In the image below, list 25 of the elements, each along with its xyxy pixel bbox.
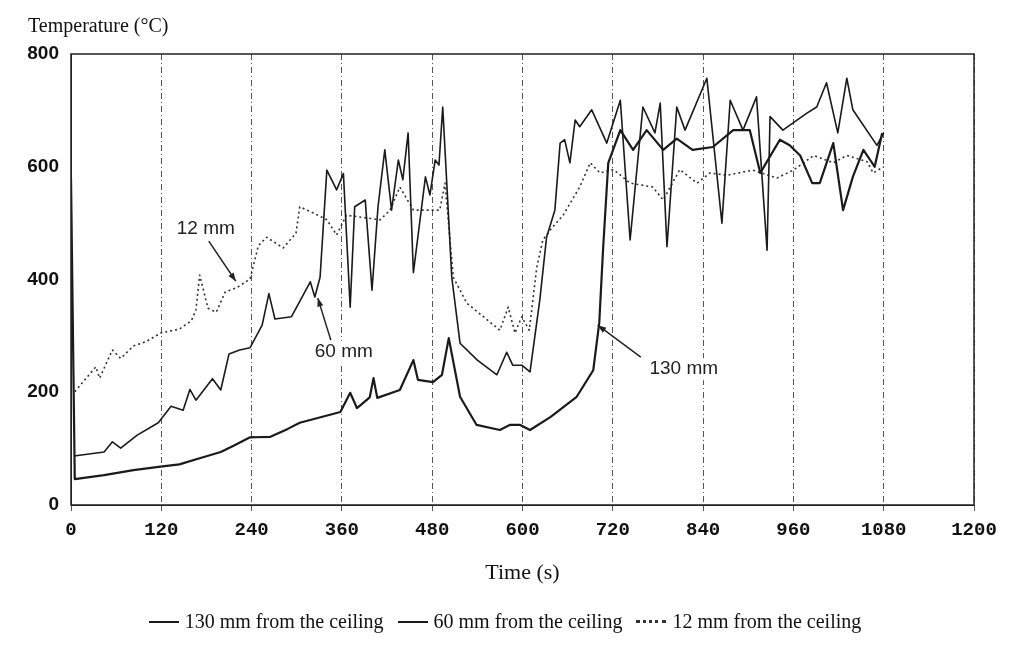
- x-tick-label: 600: [505, 519, 540, 542]
- x-tick-label: 0: [65, 519, 77, 542]
- y-tick-label: 400: [27, 267, 59, 289]
- x-tick-label: 840: [685, 519, 721, 542]
- legend-label: 12 mm from the ceiling: [672, 610, 862, 633]
- annotation: 60 mm: [314, 340, 373, 362]
- y-tick-label: 600: [27, 154, 59, 176]
- legend-label: 130 mm from the ceiling: [184, 610, 384, 633]
- x-tick-label: 720: [595, 519, 630, 542]
- x-tick-label: 240: [234, 519, 269, 542]
- x-tick-label: 360: [324, 519, 360, 542]
- x-axis-title: Time (s): [485, 558, 560, 584]
- x-tick-label: 120: [144, 519, 179, 542]
- y-tick-label: 800: [27, 42, 59, 64]
- y-axis-title: Temperature (°C): [28, 14, 169, 37]
- x-tick-label: 1080: [860, 519, 907, 542]
- line-series: [73, 154, 885, 393]
- y-tick-label: 0: [48, 493, 59, 515]
- legend-label: 60 mm from the ceiling: [433, 610, 623, 633]
- x-tick-label: 480: [415, 519, 450, 542]
- x-tick-label: 1200: [951, 519, 997, 542]
- y-tick-label: 200: [27, 380, 59, 402]
- annotation: 130 mm: [649, 357, 719, 379]
- annotation: 12 mm: [176, 217, 235, 239]
- x-tick-label: 960: [776, 519, 811, 542]
